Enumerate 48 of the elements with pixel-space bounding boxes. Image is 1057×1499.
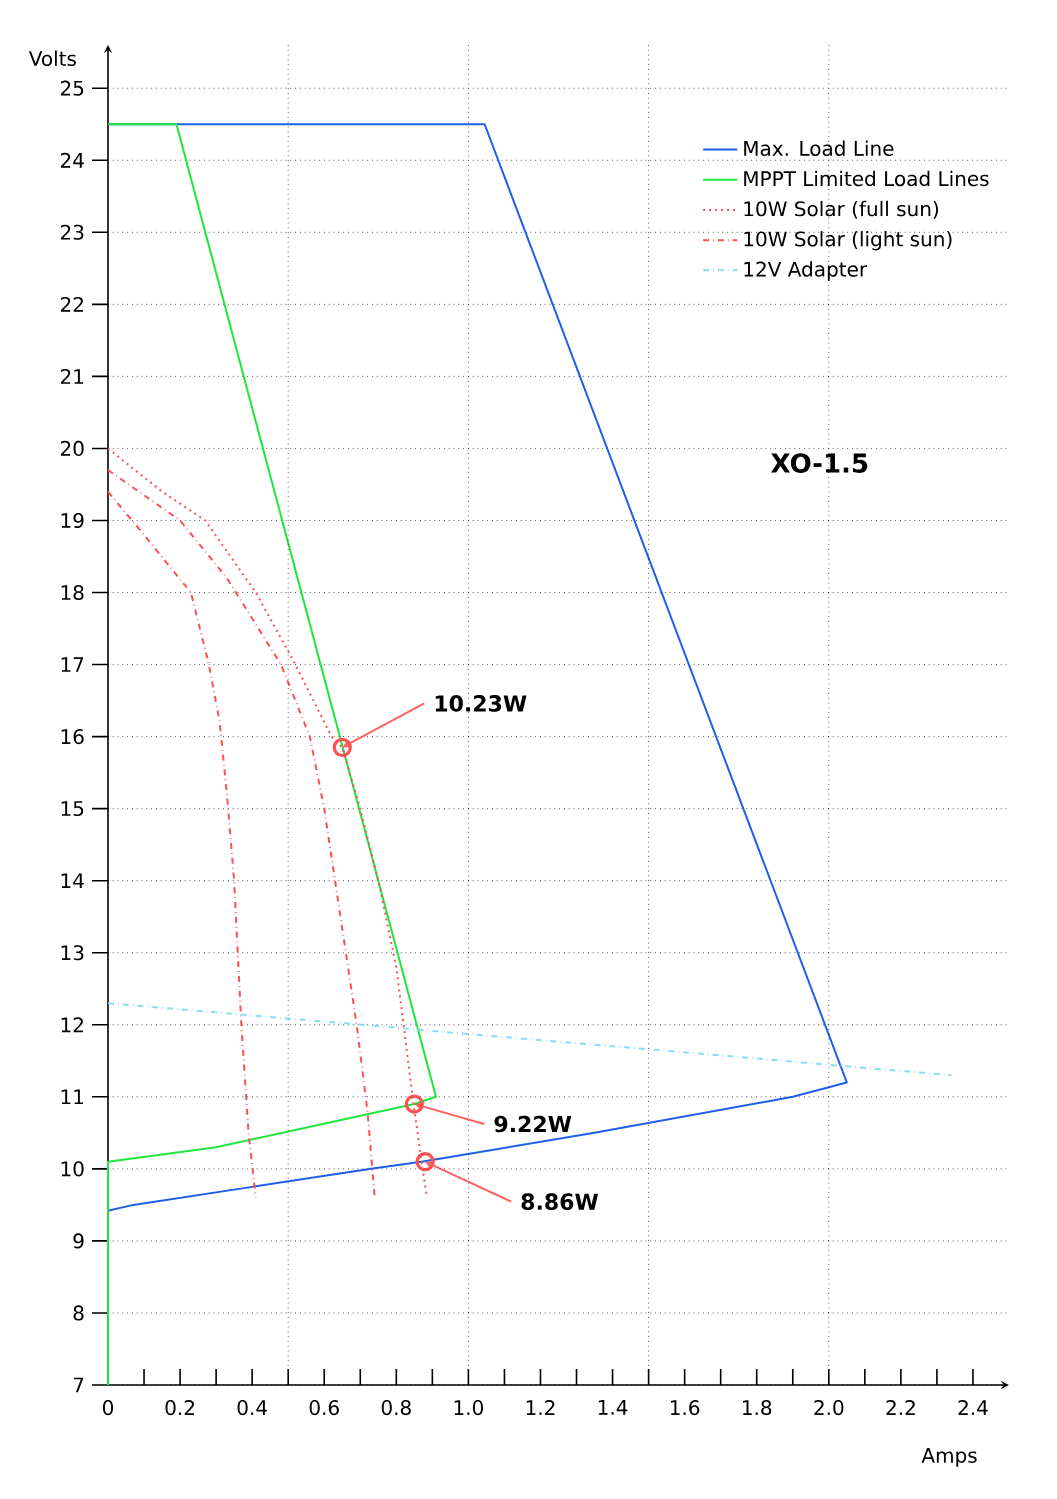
y-tick-label: 10 [61,1161,84,1177]
point [332,737,352,758]
y-tick-label: 13 [61,945,84,961]
y-tick-label: 9 [73,1233,84,1249]
legend-label: MPPT Limited Load Lines [744,170,989,187]
y-tick-label: 15 [61,801,84,817]
x-tick-label: 0.2 [165,1400,194,1416]
legend-label: Max. Load Line [744,140,894,156]
x-tick-label: 0.6 [309,1400,339,1416]
point [404,1094,424,1114]
line-series [107,490,257,1199]
y-tick-label: 7 [73,1377,84,1393]
y-tick-label: 14 [61,873,84,888]
y-tick-label: 8 [73,1305,84,1321]
line-series [107,123,437,1386]
x-tick-label: 1.2 [526,1400,555,1415]
annotation: 8.86W [521,1193,599,1210]
y-tick-label: 24 [60,152,84,168]
y-tick-label: 20 [60,440,84,456]
x-tick-label: 0 [102,1400,114,1416]
x-tick-label: 1.6 [670,1400,700,1416]
x-tick-label: 0.4 [237,1400,267,1416]
x-tick-label: 2.2 [886,1400,915,1415]
legend-label: 12V Adapter [744,261,868,281]
text: XO-1.5 [771,453,868,473]
y-tick-label: 12 [61,1017,83,1033]
x-tick-label: 1.4 [598,1400,628,1415]
x-tick-label: 2.4 [958,1400,988,1415]
y-tick-label: 22 [60,296,83,312]
y-tick-label: 17 [61,657,84,672]
legend-label: 10W Solar (full sun) [744,200,939,219]
x-axis-title: Amps [921,1448,977,1467]
x-tick-label: 0.8 [381,1400,411,1416]
x-tick-label: 1.0 [454,1400,483,1416]
annotation: 9.22W [494,1115,572,1133]
x-tick-label: 1.8 [743,1400,772,1416]
y-tick-label: 11 [61,1089,84,1105]
legend-label: 10W Solar (light sun) [744,231,952,251]
y-tick-label: 25 [60,80,84,96]
y-tick-label: 21 [60,368,84,384]
y-tick-label: 19 [61,512,84,529]
y-tick-label: 23 [60,224,84,240]
annotation: 10.23W [435,695,527,712]
y-tick-label: 16 [61,729,84,745]
y-axis-title: Volts [28,50,76,67]
y-tick-label: 18 [61,584,84,601]
x-tick-label: 2.0 [814,1400,844,1416]
point [415,1152,435,1172]
